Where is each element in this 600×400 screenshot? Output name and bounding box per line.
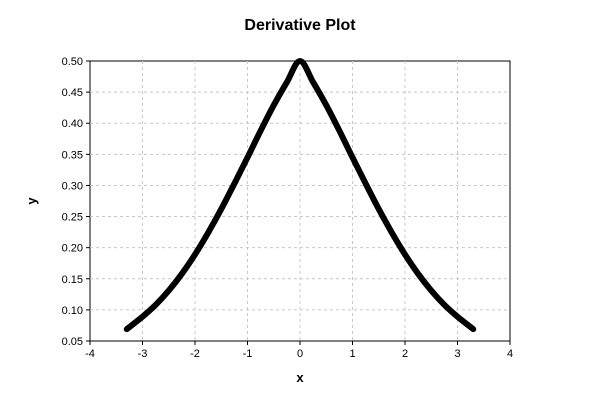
x-tick-label: 1 — [349, 348, 355, 360]
y-axis-label: y — [24, 197, 39, 205]
y-tick-label: 0.10 — [62, 305, 83, 317]
x-tick-label: -4 — [85, 348, 95, 360]
x-tick-label: 4 — [507, 348, 513, 360]
grid — [90, 61, 510, 341]
chart-title: Derivative Plot — [244, 17, 356, 34]
x-axis-label: x — [296, 370, 304, 385]
axis-tick-labels: -4 -3 -2 -1 0 1 2 3 4 0.05 0.10 0.15 0.20 0.25 0.30 0.3… — [62, 56, 513, 360]
series-line — [123, 58, 477, 333]
y-tick-label: 0.50 — [62, 56, 83, 68]
axis-ticks — [86, 60, 511, 345]
y-tick-label: 0.15 — [62, 274, 83, 286]
x-tick-label: 0 — [297, 348, 303, 360]
y-tick-label: 0.25 — [62, 212, 83, 224]
series-group — [123, 58, 477, 333]
x-tick-label: -1 — [243, 348, 253, 360]
x-tick-label: 3 — [454, 348, 460, 360]
x-tick-label: -2 — [190, 348, 200, 360]
y-tick-label: 0.30 — [62, 180, 83, 192]
x-tick-label: 2 — [402, 348, 408, 360]
y-tick-label: 0.45 — [62, 87, 83, 99]
y-tick-label: 0.35 — [62, 149, 83, 161]
y-tick-label: 0.05 — [62, 336, 83, 348]
y-tick-label: 0.20 — [62, 243, 83, 255]
y-tick-label: 0.40 — [62, 118, 83, 130]
x-tick-label: -3 — [138, 348, 148, 360]
